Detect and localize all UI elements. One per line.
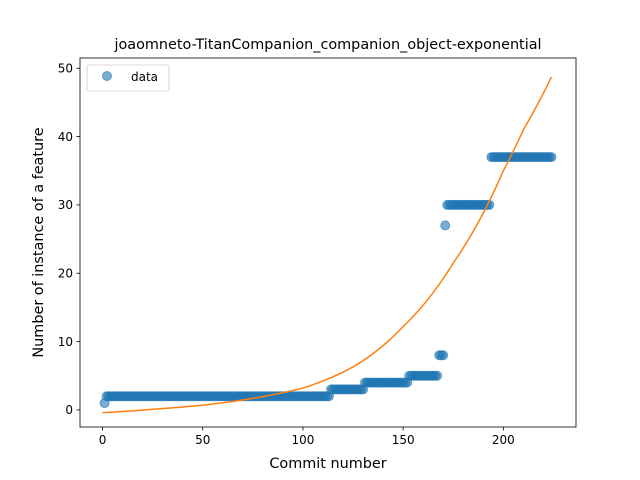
y-tick-label: 20 bbox=[58, 266, 73, 280]
legend-label-data: data bbox=[131, 70, 158, 84]
chart-title: joaomneto-TitanCompanion_companion_objec… bbox=[113, 37, 541, 53]
data-point bbox=[546, 152, 557, 163]
legend: data bbox=[86, 64, 170, 92]
x-tick-label: 0 bbox=[99, 433, 107, 447]
y-tick-label: 10 bbox=[58, 335, 73, 349]
y-axis: 0 10 20 30 40 50 bbox=[58, 61, 80, 417]
x-tick-label: 200 bbox=[492, 433, 515, 447]
axes-frame bbox=[79, 57, 577, 428]
x-axis: 0 50 100 150 200 bbox=[99, 427, 515, 447]
x-tick-label: 150 bbox=[392, 433, 415, 447]
data-point bbox=[440, 220, 451, 231]
data-point bbox=[432, 370, 443, 381]
y-tick-label: 30 bbox=[58, 198, 73, 212]
x-tick-label: 50 bbox=[195, 433, 210, 447]
y-tick-label: 50 bbox=[58, 61, 73, 75]
y-tick-label: 40 bbox=[58, 130, 73, 144]
y-axis-label: Number of instance of a feature bbox=[31, 127, 47, 357]
x-tick-label: 100 bbox=[291, 433, 314, 447]
data-point bbox=[438, 350, 449, 361]
fit-line bbox=[102, 76, 553, 414]
x-axis-label: Commit number bbox=[269, 456, 386, 472]
y-tick-label: 0 bbox=[65, 403, 73, 417]
plot-area bbox=[99, 76, 557, 414]
legend-marker-data bbox=[102, 71, 112, 81]
